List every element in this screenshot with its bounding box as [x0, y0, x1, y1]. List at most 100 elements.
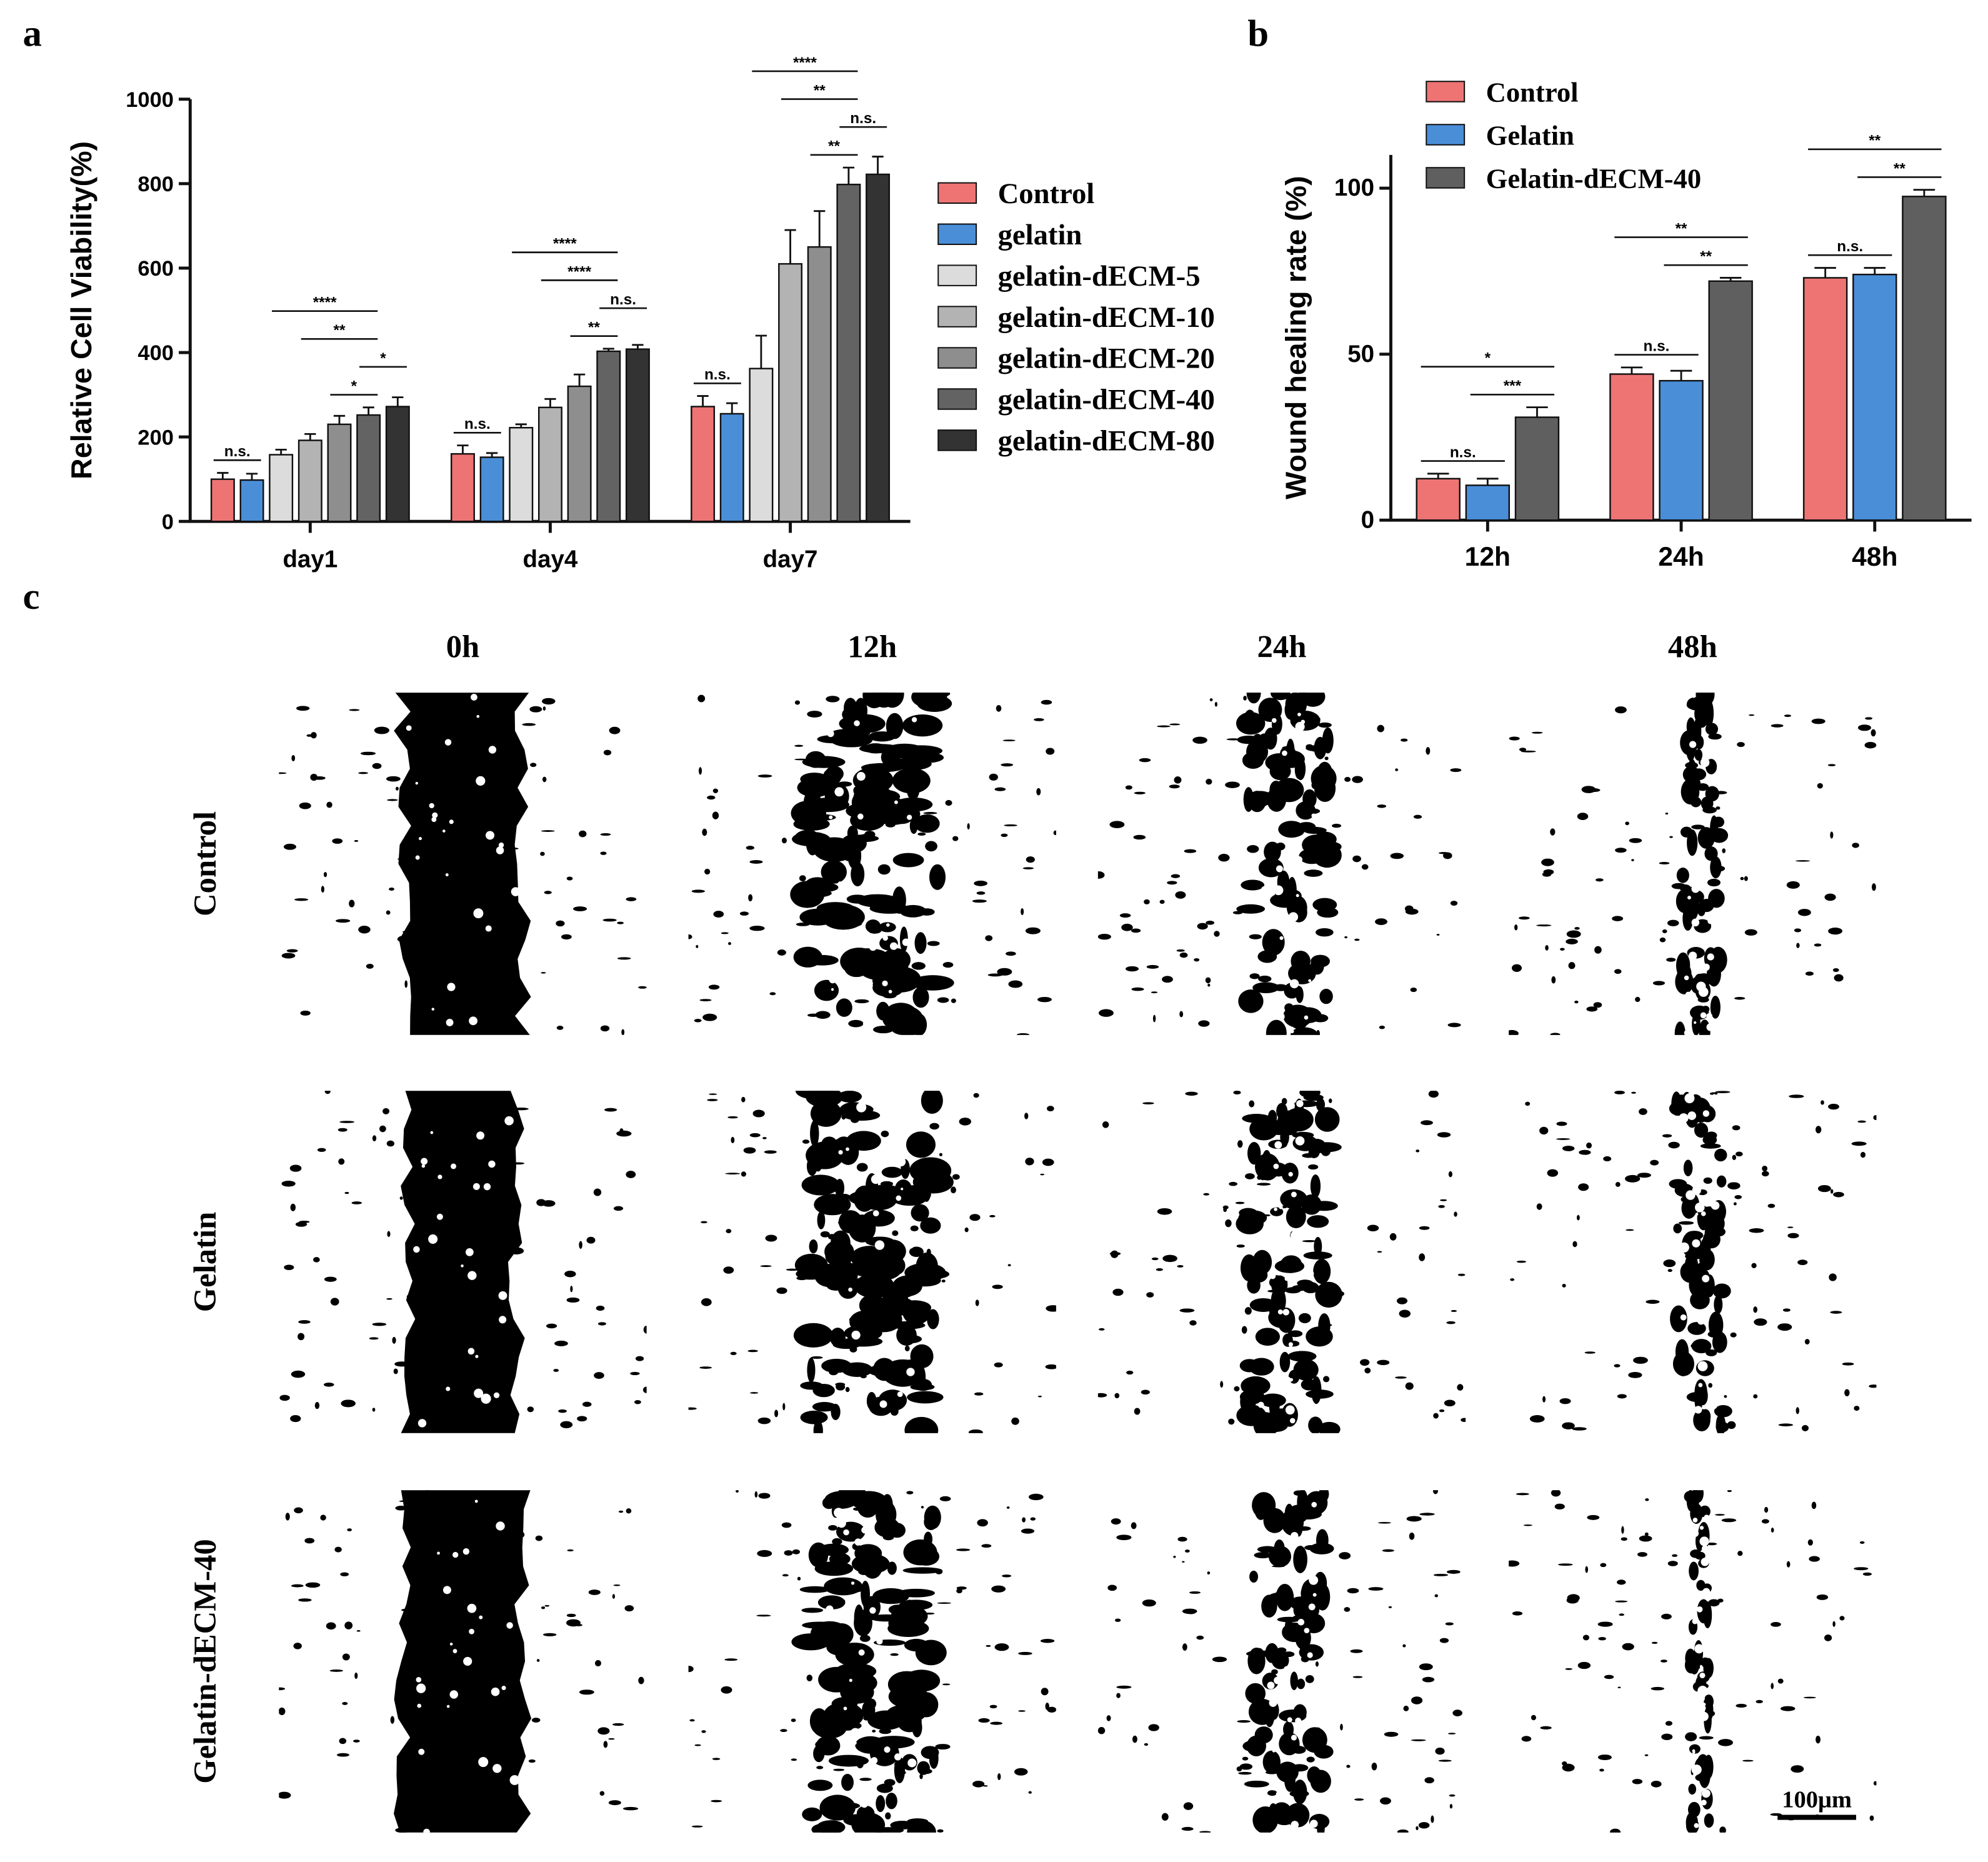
- cell-speck: [851, 1116, 859, 1123]
- cell-speck: [1405, 1382, 1414, 1390]
- cell-speck: [1244, 1307, 1252, 1315]
- cell-speck: [1869, 1815, 1874, 1821]
- gap-blob: [1712, 816, 1725, 828]
- cell-speck: [721, 1686, 732, 1694]
- cell-speck: [1832, 968, 1839, 973]
- cell-speck: [1302, 1111, 1309, 1116]
- cell-dot: [485, 925, 492, 932]
- gap-blob: [801, 1174, 840, 1196]
- cell-dot: [861, 1801, 868, 1808]
- cell-speck: [593, 1188, 602, 1196]
- cell-speck: [304, 1538, 315, 1544]
- micrograph: [688, 693, 1056, 1035]
- cell-speck: [600, 1025, 610, 1032]
- cell-speck: [826, 696, 840, 703]
- cell-dot: [1279, 1205, 1283, 1209]
- cell-speck: [429, 869, 439, 873]
- bar: [719, 413, 744, 523]
- gap-blob: [925, 841, 937, 852]
- scale-bar-label: 100μm: [1782, 1786, 1852, 1813]
- gap-blob: [914, 932, 927, 954]
- bar: [596, 350, 621, 523]
- gap-blob: [808, 1542, 829, 1568]
- cell-speck: [1131, 1522, 1137, 1529]
- cell-speck: [1811, 1501, 1817, 1509]
- gap-blob: [889, 814, 912, 824]
- cell-speck: [1173, 1555, 1176, 1558]
- cell-speck: [1119, 913, 1131, 918]
- cell-speck: [994, 787, 1006, 791]
- cell-dot: [1291, 922, 1302, 933]
- cell-speck: [1873, 1115, 1877, 1120]
- cell-speck: [464, 1203, 473, 1211]
- cell-speck: [426, 796, 434, 803]
- cell-speck: [1718, 1739, 1734, 1746]
- gap-blob: [807, 1779, 833, 1791]
- gap-blob: [1710, 856, 1722, 879]
- gap-blob: [1681, 779, 1700, 805]
- cell-speck: [1399, 1309, 1411, 1318]
- cell-dot: [1705, 816, 1712, 823]
- significance-label: **: [334, 322, 346, 339]
- gap-blob: [856, 1163, 868, 1172]
- gap-blob: [881, 1166, 903, 1178]
- cell-speck: [497, 1623, 509, 1628]
- cell-speck: [927, 941, 940, 946]
- cell-speck: [556, 920, 565, 927]
- cell-speck: [849, 1686, 855, 1688]
- cell-dot: [1695, 1202, 1705, 1213]
- cell-speck: [750, 1392, 759, 1394]
- cell-speck: [834, 1241, 850, 1247]
- cell-speck: [599, 1791, 605, 1796]
- cell-speck: [353, 1739, 360, 1743]
- cell-speck: [1146, 964, 1159, 969]
- cell-speck: [811, 1356, 823, 1359]
- cell-speck: [782, 1403, 786, 1411]
- cell-speck: [1002, 739, 1016, 741]
- cell-speck: [1156, 1268, 1163, 1271]
- cell-speck: [688, 1407, 697, 1410]
- cell-speck: [885, 1812, 891, 1819]
- cell-speck: [1539, 1126, 1549, 1135]
- cell-speck: [917, 833, 926, 836]
- gap-blob: [1292, 1019, 1307, 1029]
- cell-speck: [748, 894, 753, 902]
- cell-speck: [1778, 1423, 1794, 1426]
- cell-speck: [1635, 996, 1641, 1003]
- legend-swatch: [937, 388, 977, 410]
- cell-dot: [1699, 1665, 1703, 1668]
- cell-speck: [777, 949, 786, 956]
- cell-speck: [1762, 1165, 1768, 1172]
- cell-dot: [897, 1391, 903, 1398]
- panel-label: a: [23, 13, 42, 54]
- gap-blob: [1258, 1158, 1267, 1181]
- micrograph-content: [279, 1091, 647, 1433]
- cell-dot: [1714, 1270, 1719, 1276]
- legend-swatch: [1426, 81, 1466, 103]
- cell-speck: [300, 1010, 311, 1016]
- cell-dot: [1288, 1342, 1293, 1347]
- cell-speck: [856, 1760, 864, 1769]
- cell-dot: [476, 776, 486, 786]
- cell-speck: [422, 1490, 433, 1498]
- cell-speck: [1521, 1736, 1532, 1742]
- gap-blob: [806, 1091, 843, 1108]
- gap-blob: [1242, 1114, 1271, 1123]
- gap-blob: [1267, 1109, 1277, 1126]
- cell-speck: [612, 1594, 616, 1599]
- cell-speck: [1545, 944, 1549, 951]
- cell-dot: [1704, 1514, 1710, 1521]
- gap-blob: [829, 1553, 851, 1565]
- cell-speck: [556, 1026, 564, 1030]
- cell-speck: [1593, 1002, 1602, 1008]
- cell-dot: [1295, 1136, 1305, 1146]
- cell-speck: [299, 802, 311, 809]
- cell-speck: [573, 906, 587, 911]
- cell-speck: [1239, 1763, 1253, 1770]
- gap-blob: [1293, 1490, 1304, 1496]
- cell-speck: [701, 1221, 707, 1224]
- cell-speck: [603, 1741, 608, 1748]
- row-label: Gelatin-dECM-40: [187, 1539, 222, 1784]
- cell-speck: [1614, 969, 1622, 974]
- gap-blob: [1240, 1254, 1258, 1282]
